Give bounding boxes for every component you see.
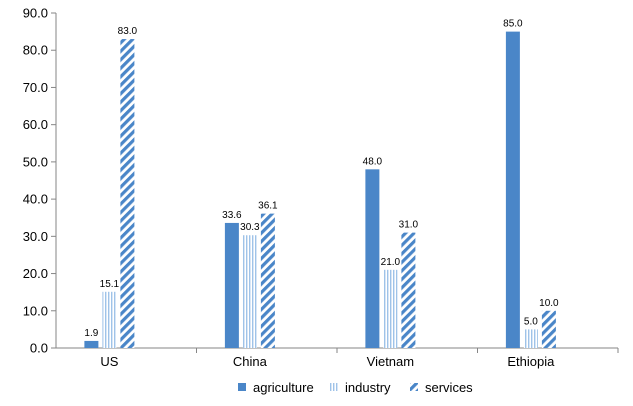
data-label: 10.0 <box>539 298 559 309</box>
legend-label-agriculture: agriculture <box>253 380 314 395</box>
data-label: 83.0 <box>118 26 138 37</box>
data-label: 48.0 <box>363 156 383 167</box>
data-label: 5.0 <box>524 316 538 327</box>
x-category-label: China <box>233 354 268 369</box>
bar-agriculture-ethiopia <box>505 31 520 348</box>
data-label: 30.3 <box>240 222 260 233</box>
bar-services-vietnam <box>401 232 416 348</box>
bar-agriculture-us <box>84 340 99 348</box>
y-tick-label: 70.0 <box>23 80 48 95</box>
legend-swatch-agriculture <box>238 383 246 391</box>
y-tick-label: 80.0 <box>23 43 48 58</box>
y-tick-label: 60.0 <box>23 117 48 132</box>
bar-industry-ethiopia <box>523 329 538 348</box>
data-labels-group: 1.9 15.1 83.0 33.630.3 36.1 48.0 21.0 31.0 85.0 5… <box>84 19 559 339</box>
y-tick-label: 40.0 <box>23 192 48 207</box>
bar-industry-china <box>242 235 257 348</box>
data-label: 15.1 <box>100 279 120 290</box>
y-tick-label: 0.0 <box>30 341 48 356</box>
legend: agriculture industry services <box>238 380 473 395</box>
data-label: 21.0 <box>381 257 401 268</box>
bar-services-china <box>260 213 275 348</box>
legend-swatch-services <box>410 383 418 391</box>
data-label: 33.6 <box>222 210 242 221</box>
bar-agriculture-vietnam <box>365 169 380 348</box>
y-tick-label: 30.0 <box>23 229 48 244</box>
bar-services-ethiopia <box>541 310 556 348</box>
bar-services-us <box>120 39 135 349</box>
y-axis: 0.0 10.0 20.0 30.0 40.0 50.0 60.0 70.0 80.0 90.0 <box>23 6 57 356</box>
y-tick-label: 20.0 <box>23 266 48 281</box>
data-label: 36.1 <box>258 201 278 212</box>
y-tick-label: 10.0 <box>23 303 48 318</box>
bar-industry-vietnam <box>383 269 398 348</box>
x-category-label: Ethiopia <box>507 354 555 369</box>
legend-label-industry: industry <box>345 380 391 395</box>
bars-group <box>84 31 556 349</box>
x-axis: US China Vietnam Ethiopia <box>56 347 619 369</box>
y-tick-label: 50.0 <box>23 154 48 169</box>
data-label: 1.9 <box>84 328 98 339</box>
bar-agriculture-china <box>224 222 239 348</box>
bar-industry-us <box>102 291 117 348</box>
x-category-label: Vietnam <box>367 354 414 369</box>
x-category-label: US <box>100 354 118 369</box>
data-label: 31.0 <box>399 220 419 231</box>
legend-label-services: services <box>425 380 473 395</box>
data-label: 85.0 <box>503 19 523 30</box>
y-tick-label: 90.0 <box>23 6 48 21</box>
legend-swatch-industry <box>330 383 338 391</box>
